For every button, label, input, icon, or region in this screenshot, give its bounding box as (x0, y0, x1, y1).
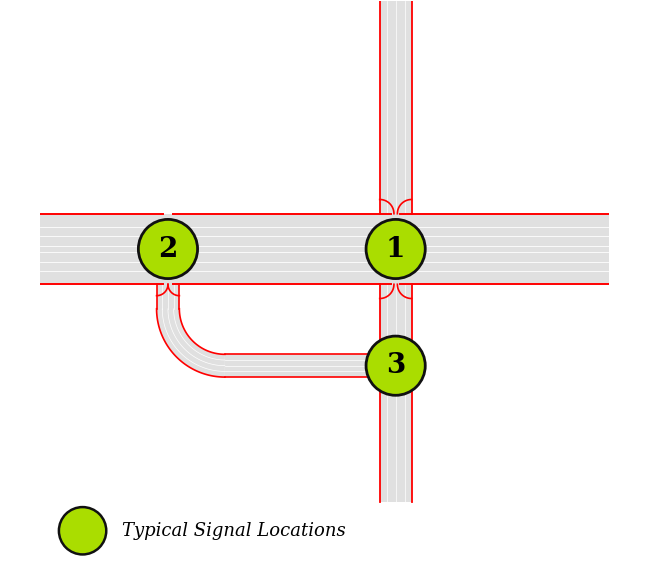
Polygon shape (156, 214, 179, 284)
Polygon shape (380, 284, 411, 360)
Text: 3: 3 (386, 352, 405, 379)
Polygon shape (400, 214, 609, 284)
Polygon shape (380, 1, 411, 214)
Text: Typical Signal Locations: Typical Signal Locations (123, 522, 346, 540)
Polygon shape (156, 309, 225, 377)
Polygon shape (156, 284, 179, 309)
Polygon shape (225, 354, 391, 377)
Polygon shape (380, 354, 411, 377)
Polygon shape (380, 371, 411, 502)
Text: 2: 2 (158, 236, 178, 263)
Polygon shape (40, 214, 163, 284)
Circle shape (366, 336, 425, 395)
Polygon shape (173, 214, 391, 284)
Text: 1: 1 (386, 236, 406, 263)
Circle shape (59, 507, 106, 554)
Polygon shape (380, 214, 411, 284)
Circle shape (366, 220, 425, 279)
Circle shape (138, 220, 197, 279)
